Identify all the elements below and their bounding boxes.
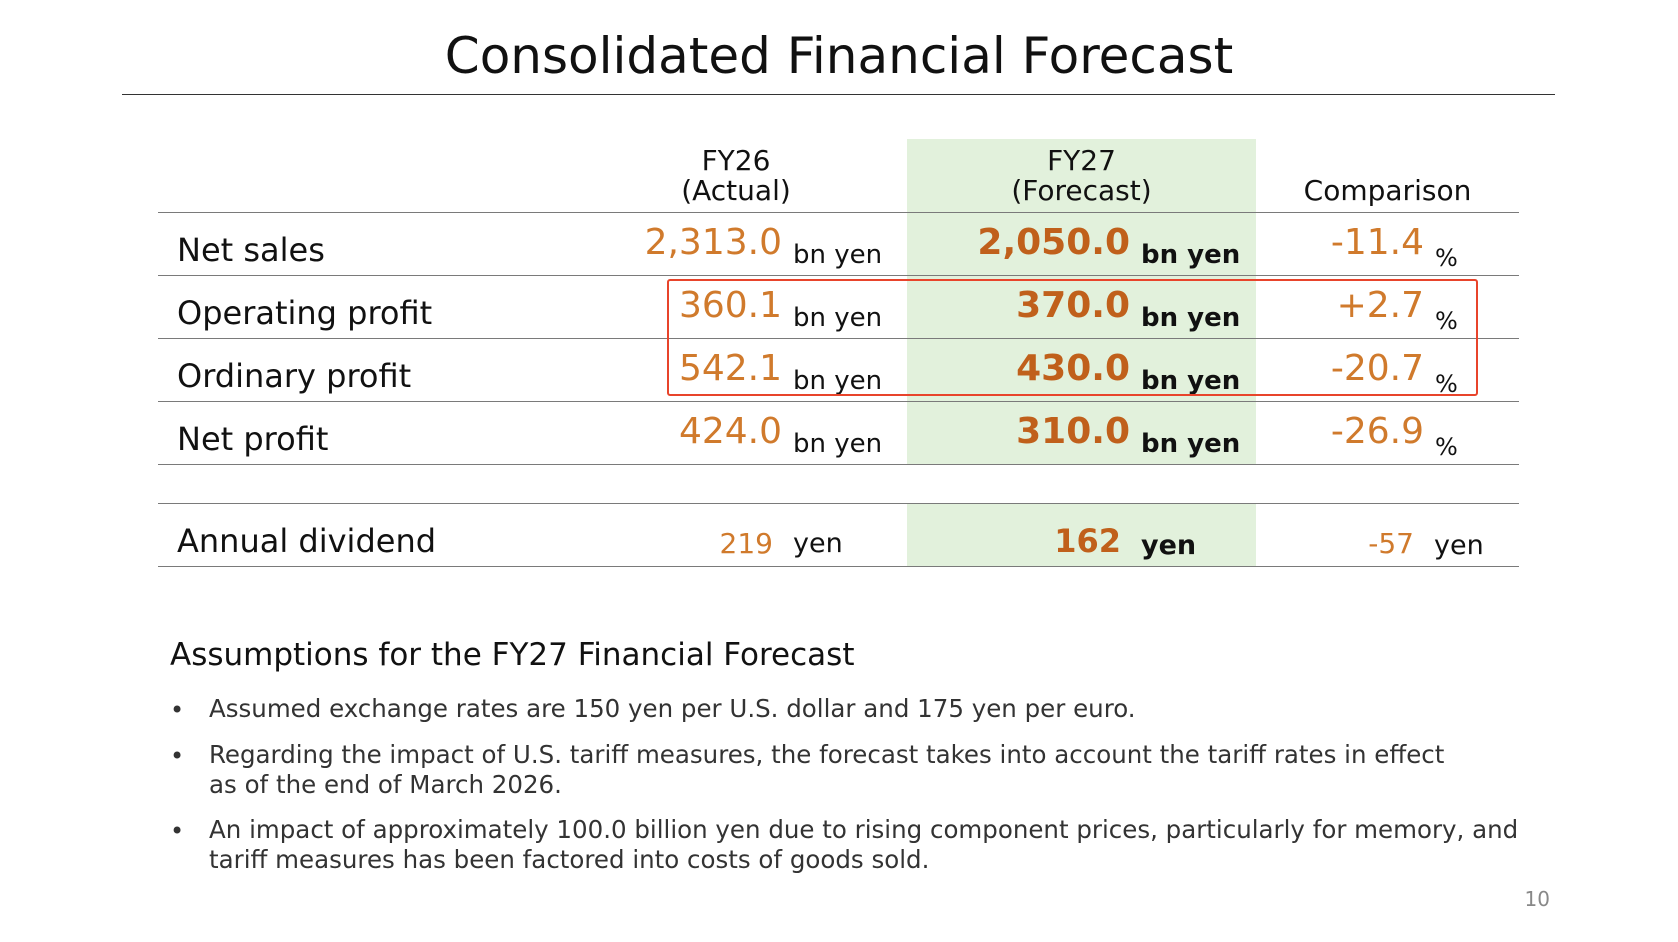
comparison-value: -11.4 [1250,223,1424,263]
assumption-text: Regarding the impact of U.S. tariff meas… [209,740,1529,800]
table-rule [158,503,1519,504]
fy26-value: 2,313.0 [560,223,782,263]
row-label: Operating profit [177,293,432,333]
assumption-text: An impact of approximately 100.0 billion… [209,815,1529,875]
fy27-unit: yen [1141,529,1196,563]
header-fy27-year: FY27 [907,146,1256,176]
fy26-unit: bn yen [793,429,882,459]
fy26-value: 424.0 [560,412,782,452]
comparison-unit: % [1435,243,1458,273]
assumption-line: as of the end of March 2026. [209,770,1529,800]
comparison-value: -26.9 [1250,412,1424,452]
header-fy27-note: (Forecast) [907,176,1256,206]
assumptions-title: Assumptions for the FY27 Financial Forec… [170,635,854,675]
table-rule [158,212,1519,213]
header-fy26-note: (Actual) [636,176,836,206]
row-label: Annual dividend [177,521,436,561]
assumption-line: An impact of approximately 100.0 billion… [209,815,1529,845]
table-rule [158,464,1519,465]
comparison-value: -57 [1300,527,1414,561]
page-title: Consolidated Financial Forecast [0,24,1678,88]
bullet-icon: • [170,695,184,725]
header-fy27: FY27 (Forecast) [907,146,1256,206]
header-comparison: Comparison [1256,176,1519,206]
header-fy26: FY26 (Actual) [636,146,836,206]
table-rule [158,566,1519,567]
row-label: Ordinary profit [177,356,411,396]
fy26-unit: yen [793,527,843,561]
title-divider [122,94,1555,95]
bullet-icon: • [170,816,184,846]
row-label: Net profit [177,419,328,459]
header-fy26-year: FY26 [636,146,836,176]
table-rule [158,275,1519,276]
page-number: 10 [1520,887,1550,911]
comparison-unit: yen [1434,529,1484,563]
comparison-unit: % [1435,432,1458,462]
row-label: Net sales [177,230,325,270]
fy27-value: 310.0 [900,412,1130,452]
fy27-value: 2,050.0 [900,223,1130,263]
assumption-text: Assumed exchange rates are 150 yen per U… [209,694,1529,724]
fy27-unit: bn yen [1141,429,1240,459]
fy27-value: 162 [990,524,1121,558]
table-rule [158,401,1519,402]
assumption-line: Assumed exchange rates are 150 yen per U… [209,694,1529,724]
fy27-unit: bn yen [1141,240,1240,270]
fy26-unit: bn yen [793,240,882,270]
highlight-box [667,279,1478,396]
fy26-value: 219 [660,527,773,561]
assumption-line: tariff measures has been factored into c… [209,845,1529,875]
bullet-icon: • [170,741,184,771]
assumption-line: Regarding the impact of U.S. tariff meas… [209,740,1529,770]
